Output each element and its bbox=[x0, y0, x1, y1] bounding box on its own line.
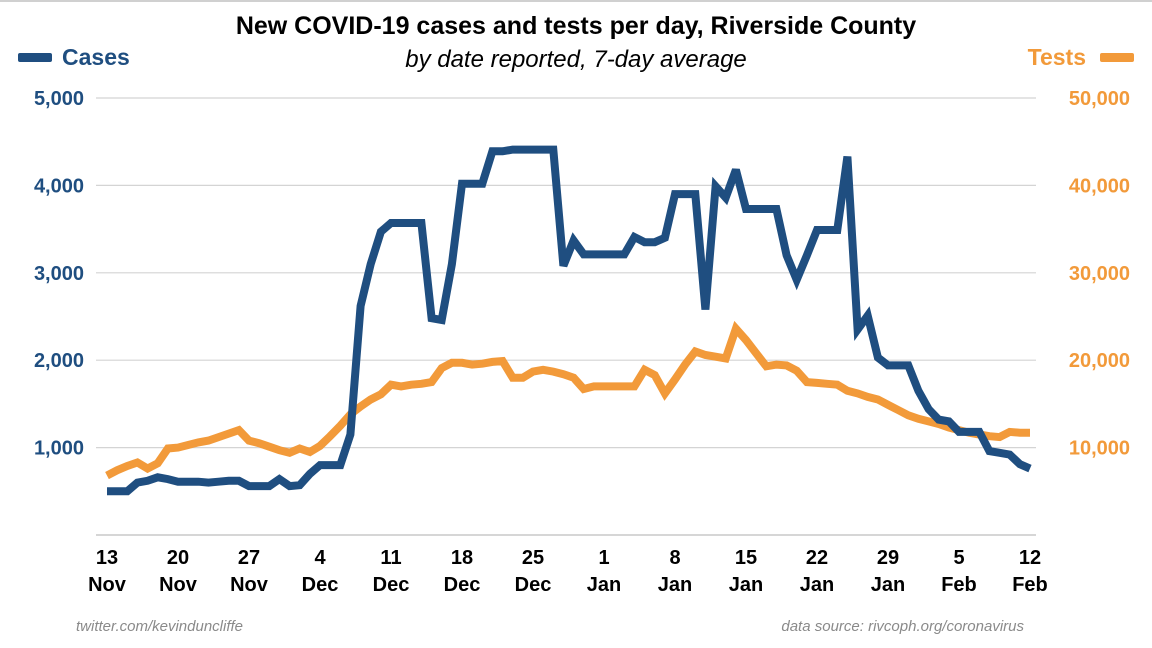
x-tick-month: Jan bbox=[800, 574, 834, 596]
x-tick-month: Nov bbox=[159, 574, 198, 596]
x-tick-day: 11 bbox=[380, 547, 401, 569]
x-tick-month: Dec bbox=[444, 574, 481, 596]
left-tick-label: 3,000 bbox=[34, 263, 84, 285]
chart-subtitle: by date reported, 7-day average bbox=[405, 46, 747, 73]
x-tick-month: Feb bbox=[1012, 574, 1048, 596]
x-tick-month: Jan bbox=[658, 574, 692, 596]
left-tick-label: 4,000 bbox=[34, 175, 84, 197]
x-tick-month: Dec bbox=[373, 574, 410, 596]
x-tick-month: Jan bbox=[587, 574, 621, 596]
source-text: data source: rivcoph.org/coronavirus bbox=[781, 618, 1024, 635]
top-border bbox=[0, 0, 1152, 2]
series-lines bbox=[105, 145, 1032, 496]
left-tick-label: 5,000 bbox=[34, 88, 84, 110]
x-tick-day: 1 bbox=[598, 547, 609, 569]
series-line-tests bbox=[105, 320, 1030, 480]
x-tick-day: 5 bbox=[953, 547, 964, 569]
x-tick-month: Dec bbox=[515, 574, 552, 596]
x-tick-day: 27 bbox=[238, 547, 260, 569]
x-tick-month: Jan bbox=[871, 574, 905, 596]
x-tick-day: 13 bbox=[96, 547, 118, 569]
left-tick-label: 2,000 bbox=[34, 350, 84, 372]
gridlines bbox=[96, 97, 1036, 536]
chart-title: New COVID-19 cases and tests per day, Ri… bbox=[235, 12, 917, 40]
series-line-cases bbox=[107, 145, 1032, 496]
x-tick-day: 22 bbox=[806, 547, 828, 569]
left-axis-ticks: 1,000 2,000 3,000 4,000 5,000 bbox=[34, 88, 84, 460]
legend-tests-swatch bbox=[1100, 53, 1134, 62]
legend-cases-swatch bbox=[18, 53, 52, 62]
legend-cases: Cases bbox=[18, 44, 130, 71]
x-tick-month: Nov bbox=[88, 574, 127, 596]
x-tick-day: 20 bbox=[167, 547, 189, 569]
x-tick-day: 29 bbox=[877, 547, 899, 569]
credit-text: twitter.com/kevinduncliffe bbox=[76, 618, 244, 635]
x-tick-day: 25 bbox=[522, 547, 544, 569]
x-tick-month: Dec bbox=[302, 574, 339, 596]
x-tick-day: 12 bbox=[1019, 547, 1041, 569]
x-tick-month: Nov bbox=[230, 574, 269, 596]
x-tick-day: 8 bbox=[669, 547, 680, 569]
x-tick-day: 18 bbox=[451, 547, 473, 569]
right-tick-label: 20,000 bbox=[1069, 350, 1130, 372]
x-tick-month: Jan bbox=[729, 574, 763, 596]
x-axis-ticks: 13 Nov 20 Nov 27 Nov 4 Dec 11 Dec 18 Dec 25 Dec 1 Jan 8 J… bbox=[88, 547, 1048, 596]
legend-cases-label: Cases bbox=[62, 44, 130, 70]
right-tick-label: 50,000 bbox=[1069, 88, 1130, 110]
x-tick-month: Feb bbox=[941, 574, 977, 596]
x-tick-day: 15 bbox=[735, 547, 757, 569]
legend-tests-label: Tests bbox=[1027, 44, 1086, 70]
right-axis-ticks: 10,000 20,000 30,000 40,000 50,000 bbox=[1069, 88, 1130, 460]
right-tick-label: 10,000 bbox=[1069, 438, 1130, 460]
x-tick-day: 4 bbox=[314, 547, 326, 569]
right-tick-label: 30,000 bbox=[1069, 263, 1130, 285]
legend-tests: Tests bbox=[1028, 44, 1134, 71]
left-tick-label: 1,000 bbox=[34, 438, 84, 460]
right-tick-label: 40,000 bbox=[1069, 175, 1130, 197]
